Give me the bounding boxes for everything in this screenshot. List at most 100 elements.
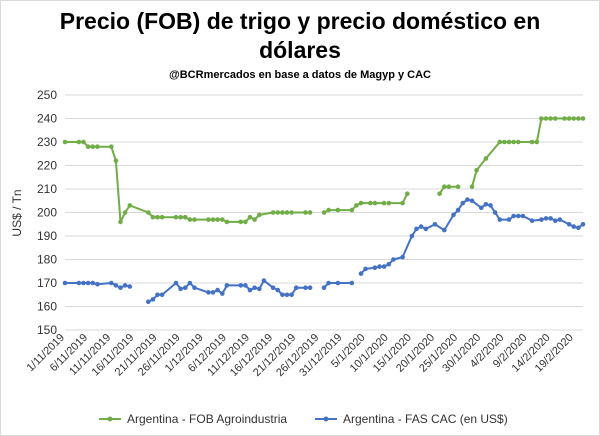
series-2-point xyxy=(455,207,461,213)
series-2-point xyxy=(479,205,484,211)
legend-label: Argentina - FOB Agroindustria xyxy=(127,412,287,426)
series-1-point xyxy=(437,191,442,196)
series-1-point xyxy=(76,139,82,145)
series-2-point xyxy=(414,226,419,232)
series-2-point xyxy=(400,254,405,260)
series-2 xyxy=(62,197,586,305)
series-2-point xyxy=(146,299,151,305)
y-axis-label: US$ / Tn xyxy=(10,189,24,236)
series-1-point xyxy=(183,214,188,220)
series-2-line xyxy=(360,198,584,275)
series-1-point xyxy=(354,203,359,208)
series-2-point xyxy=(122,283,128,288)
series-1-point xyxy=(506,139,512,145)
series-1 xyxy=(62,116,586,225)
series-2-point xyxy=(173,280,179,286)
series-2-point xyxy=(321,285,327,291)
series-2-point xyxy=(520,213,526,219)
series-1-point xyxy=(529,139,535,145)
series-2-point xyxy=(460,200,466,206)
series-1-point xyxy=(81,139,86,145)
series-1-point xyxy=(483,156,489,161)
series-2-point xyxy=(187,280,193,286)
chart-subtitle: @BCRmercados en base a datos de Magyp y … xyxy=(169,69,431,81)
series-2-point xyxy=(113,283,119,288)
series-2-point xyxy=(529,218,535,223)
series-2-point xyxy=(81,280,86,286)
series-2-point xyxy=(576,225,581,231)
series-1-point xyxy=(173,214,179,220)
series-1-point xyxy=(220,217,225,222)
legend-item-2: Argentina - FAS CAC (en US$) xyxy=(315,412,508,426)
series-1-point xyxy=(442,184,447,189)
series-1-point xyxy=(155,214,160,220)
series-1-line xyxy=(65,141,311,223)
series-2-point xyxy=(358,271,364,276)
series-1-point xyxy=(150,214,156,220)
series-2-point xyxy=(178,286,183,292)
series-2-point xyxy=(118,285,123,291)
series-1-point xyxy=(455,184,461,189)
series-1-point xyxy=(289,210,294,215)
series-1-point xyxy=(210,217,216,222)
series-2-point xyxy=(580,222,586,227)
series-1-point xyxy=(146,210,151,215)
series-2-point xyxy=(386,261,392,267)
series-2-point xyxy=(326,280,331,286)
series-2-point xyxy=(150,297,156,302)
series-2-point xyxy=(381,264,387,269)
y-tick-label: 250 xyxy=(37,88,57,102)
series-1-point xyxy=(534,139,540,145)
series-1-point xyxy=(275,210,281,215)
series-2-point xyxy=(210,290,216,295)
series-1-point xyxy=(566,116,572,121)
legend-swatch-marker xyxy=(323,416,329,422)
series-2-point xyxy=(349,280,355,286)
series-2-point xyxy=(432,222,438,227)
series-2-point xyxy=(451,212,456,218)
series-1-point xyxy=(127,203,133,208)
series-2-point xyxy=(257,286,262,292)
series-1-point xyxy=(280,210,285,215)
y-tick-label: 230 xyxy=(37,135,57,149)
series-2-point xyxy=(252,285,257,291)
series-2-point xyxy=(418,224,424,229)
series-2-point xyxy=(516,213,521,219)
series-2-point xyxy=(442,227,447,233)
series-1-point xyxy=(372,200,378,206)
series-2-point xyxy=(76,280,82,286)
series-2-point xyxy=(85,280,91,286)
series-1-point xyxy=(474,167,479,173)
series-2-point xyxy=(465,197,470,202)
series-2-point xyxy=(391,257,396,262)
series-2-point xyxy=(95,281,100,287)
series-1-point xyxy=(307,210,313,215)
series-1-point xyxy=(113,158,119,164)
series-1-point xyxy=(224,219,230,225)
y-tick-label: 210 xyxy=(37,182,57,196)
series-1-point xyxy=(243,219,248,225)
series-2-point xyxy=(492,210,498,215)
legend-label: Argentina - FAS CAC (en US$) xyxy=(343,412,508,426)
series-1-point xyxy=(368,200,373,206)
chart-title-line-1: Precio (FOB) de trigo y precio doméstico… xyxy=(60,8,541,34)
series-2-point xyxy=(270,285,276,291)
series-2-point xyxy=(511,213,516,219)
series-1-point xyxy=(109,144,114,149)
series-1-point xyxy=(238,219,244,225)
series-2-point xyxy=(243,283,248,288)
series-1-point xyxy=(553,116,558,121)
legend-swatch-marker xyxy=(107,416,113,422)
series-1-point xyxy=(502,139,507,145)
y-tick-label: 160 xyxy=(37,300,57,314)
series-2-point xyxy=(363,266,368,272)
series-2-point xyxy=(247,287,253,293)
series-1-point xyxy=(284,210,290,215)
series-1-point xyxy=(349,207,355,213)
series-1-point xyxy=(122,210,128,215)
series-1-point xyxy=(95,144,100,149)
series-1-point xyxy=(358,200,364,206)
series-2-point xyxy=(109,280,114,286)
